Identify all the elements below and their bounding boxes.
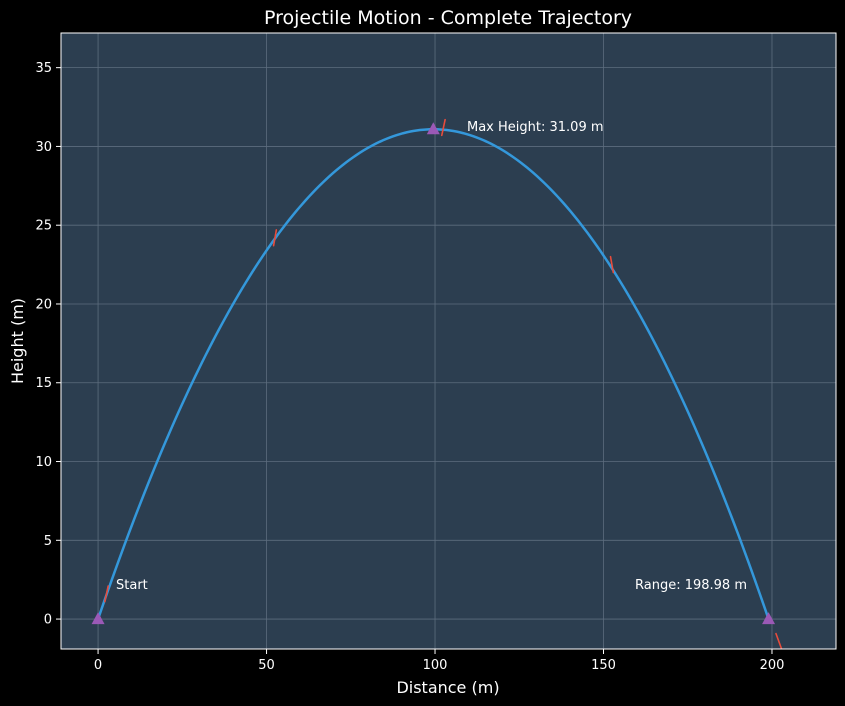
x-tick-label: 50 xyxy=(258,658,275,673)
velocity-arrow xyxy=(440,118,446,137)
x-tick-label: 100 xyxy=(423,658,448,673)
key-point-marker xyxy=(426,122,440,135)
x-tick-label: 0 xyxy=(94,658,102,673)
velocity-arrow xyxy=(775,632,783,650)
y-tick-label: 35 xyxy=(35,61,52,76)
y-tick-label: 15 xyxy=(35,376,52,391)
velocity-arrow xyxy=(272,229,278,247)
key-point-marker xyxy=(762,612,776,625)
range-annotation: Range: 198.98 m xyxy=(635,578,747,593)
y-axis-label: Height (m) xyxy=(8,298,27,384)
y-tick-label: 5 xyxy=(44,534,52,549)
start-annotation: Start xyxy=(116,578,148,593)
plot-frame xyxy=(60,32,837,650)
velocity-arrows xyxy=(104,118,783,650)
chart-title: Projectile Motion - Complete Trajectory xyxy=(264,7,632,29)
y-tick-label: 0 xyxy=(44,613,52,628)
y-tick-label: 25 xyxy=(35,219,52,234)
x-tick-label: 150 xyxy=(591,658,616,673)
velocity-arrow xyxy=(104,585,109,603)
key-point-markers xyxy=(91,122,776,625)
y-tick-label: 30 xyxy=(35,140,52,155)
x-axis-ticks: 0 50 100 150 200 xyxy=(94,649,784,673)
y-tick-label: 10 xyxy=(35,455,52,470)
velocity-arrow xyxy=(609,255,615,274)
x-axis-label: Distance (m) xyxy=(396,678,499,697)
y-tick-label: 20 xyxy=(35,297,52,312)
grid xyxy=(61,33,836,649)
plot-area xyxy=(61,33,836,649)
key-point-marker xyxy=(91,612,105,625)
y-axis-ticks: 0 5 10 15 20 25 30 35 xyxy=(35,61,61,628)
x-tick-label: 200 xyxy=(760,658,785,673)
max-height-annotation: Max Height: 31.09 m xyxy=(467,120,604,135)
